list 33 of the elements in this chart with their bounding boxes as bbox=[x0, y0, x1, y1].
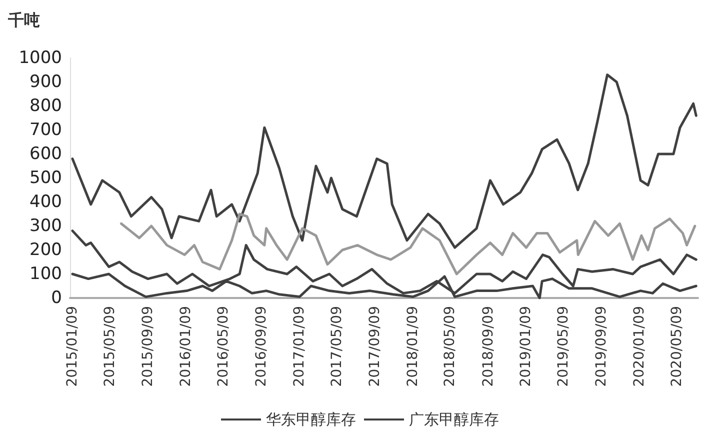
x-tick-label: 2019/05/09 bbox=[556, 306, 572, 387]
y-tick-label: 200 bbox=[30, 240, 62, 260]
x-tick-label: 2017/09/09 bbox=[366, 306, 383, 387]
y-tick-label: 100 bbox=[30, 264, 62, 284]
x-tick-label: 2018/01/09 bbox=[404, 306, 421, 387]
x-tick-label: 2020/01/09 bbox=[632, 306, 648, 387]
y-tick-label: 1000 bbox=[18, 48, 62, 68]
x-tick-label: 2017/05/09 bbox=[328, 306, 345, 387]
legend-label: 广东甲醇库存 bbox=[409, 410, 499, 428]
y-tick-label: 700 bbox=[30, 120, 62, 140]
y-tick-label: 800 bbox=[30, 96, 62, 116]
x-tick-label: 2018/09/09 bbox=[480, 306, 496, 387]
y-axis-title: 千吨 bbox=[7, 10, 40, 30]
x-tick-label: 2016/09/09 bbox=[254, 306, 270, 387]
y-tick-label: 600 bbox=[30, 144, 62, 164]
x-tick-label: 2017/01/09 bbox=[292, 306, 308, 387]
x-tick-label: 2018/05/09 bbox=[442, 306, 458, 387]
y-tick-label: 900 bbox=[30, 72, 62, 92]
x-tick-label: 2019/09/09 bbox=[594, 306, 610, 387]
x-tick-label: 2019/01/09 bbox=[518, 306, 534, 387]
line-series bbox=[120, 212, 696, 276]
line-series bbox=[71, 74, 698, 249]
x-tick-label: 2015/09/09 bbox=[140, 306, 156, 387]
x-tick-label: 2020/05/09 bbox=[669, 306, 686, 387]
x-tick-label: 2016/05/09 bbox=[215, 306, 232, 387]
y-tick-label: 0 bbox=[51, 288, 62, 308]
legend-label: 华东甲醇库存 bbox=[266, 410, 356, 428]
y-tick-label: 300 bbox=[30, 216, 62, 236]
y-tick-label: 400 bbox=[30, 192, 62, 212]
x-tick-label: 2015/05/09 bbox=[102, 306, 118, 387]
y-tick-label: 500 bbox=[30, 168, 62, 188]
x-tick-label: 2016/01/09 bbox=[178, 306, 194, 387]
x-tick-label: 2015/01/09 bbox=[64, 306, 80, 387]
